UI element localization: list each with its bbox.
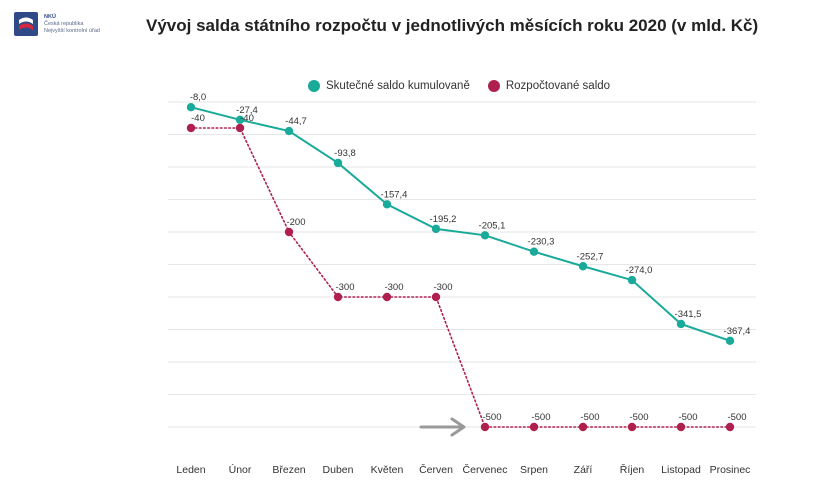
nku-logo: NKÚ Česká republika Nejvyšší kontrolní ú… xyxy=(14,12,100,36)
point-actual xyxy=(578,262,588,271)
point-actual xyxy=(382,200,392,209)
legend: Skutečné saldo kumulovaně Rozpočtované s… xyxy=(308,80,610,92)
data-label-budget: -40 xyxy=(191,113,205,124)
nku-logo-mark xyxy=(14,12,38,36)
point-budget xyxy=(676,422,686,432)
series-layer xyxy=(186,103,735,432)
point-actual xyxy=(480,231,490,240)
point-actual xyxy=(186,103,196,112)
data-label-budget: -300 xyxy=(384,282,403,293)
point-budget xyxy=(725,422,735,432)
data-label-actual: -230,3 xyxy=(528,237,555,248)
legend-item-actual: Skutečné saldo kumulovaně xyxy=(308,80,470,92)
x-tick-label: Červenec xyxy=(463,463,508,476)
data-label-actual: -93,8 xyxy=(334,148,356,159)
series-line-actual xyxy=(190,106,731,342)
point-budget xyxy=(186,123,196,133)
data-labels: -40 -40 -200 -300 -300 -300 -500 -500 -500 -500 -5… xyxy=(190,92,751,423)
grid-lines xyxy=(168,101,756,428)
data-label-actual: -195,2 xyxy=(430,214,457,225)
data-label-budget: -500 xyxy=(482,412,501,423)
point-actual xyxy=(333,158,343,168)
data-label-budget: -200 xyxy=(286,217,305,228)
x-tick-label: Listopad xyxy=(661,464,701,476)
x-tick-label: Leden xyxy=(176,464,205,476)
point-actual xyxy=(725,336,735,346)
x-tick-label: Září xyxy=(574,464,593,476)
data-label-budget: -500 xyxy=(727,412,746,423)
annotation-layer xyxy=(419,417,466,437)
point-actual xyxy=(529,247,539,256)
point-actual xyxy=(627,275,637,285)
data-label-budget: -500 xyxy=(629,412,648,423)
legend-dot-budget xyxy=(487,80,500,92)
point-budget xyxy=(431,292,441,302)
data-label-actual: -252,7 xyxy=(577,251,604,262)
nku-logo-text: NKÚ Česká republika Nejvyšší kontrolní ú… xyxy=(44,14,100,35)
nku-line2: Nejvyšší kontrolní úřad xyxy=(44,27,100,34)
point-budget xyxy=(382,292,392,302)
data-label-budget: -300 xyxy=(433,282,452,293)
data-label-budget: -500 xyxy=(580,412,599,423)
point-budget xyxy=(578,422,588,432)
data-label-actual: -8,0 xyxy=(190,92,206,103)
nku-letters: NKÚ xyxy=(44,13,56,20)
point-budget xyxy=(333,292,343,302)
point-actual xyxy=(235,115,245,125)
data-label-actual: -157,4 xyxy=(381,189,408,200)
legend-item-budget: Rozpočtované saldo xyxy=(487,80,611,92)
data-label-actual: -341,5 xyxy=(675,309,702,320)
data-label-budget: -500 xyxy=(678,412,697,423)
legend-label-budget: Rozpočtované saldo xyxy=(505,80,611,92)
data-label-actual: -44,7 xyxy=(285,116,307,127)
legend-label-actual: Skutečné saldo kumulovaně xyxy=(326,80,470,92)
point-budget xyxy=(235,123,245,133)
x-tick-label: Červen xyxy=(419,463,453,476)
chart-title: Vývoj salda státního rozpočtu v jednotli… xyxy=(146,16,759,35)
x-tick-label: Říjen xyxy=(620,463,645,476)
point-budget xyxy=(284,227,294,237)
x-tick-label: Květen xyxy=(371,464,404,476)
x-tick-label: Srpen xyxy=(520,464,548,476)
annotation-arrow-head xyxy=(450,417,466,437)
point-budget xyxy=(627,422,637,432)
data-label-budget: -40 xyxy=(240,113,254,124)
data-label-budget: -500 xyxy=(531,412,550,423)
data-label-actual: -367,4 xyxy=(724,326,751,337)
point-actual xyxy=(431,224,441,234)
x-tick-label: Březen xyxy=(272,464,305,476)
point-actual xyxy=(284,126,294,136)
point-budget xyxy=(480,422,490,432)
data-label-actual: -274,0 xyxy=(626,265,653,276)
x-tick-label: Duben xyxy=(323,464,354,476)
nku-line1: Česká republika xyxy=(44,20,84,27)
data-label-actual: -27,4 xyxy=(236,105,258,116)
data-label-actual: -205,1 xyxy=(479,220,506,231)
x-tick-label: Únor xyxy=(229,463,252,476)
legend-dot-actual xyxy=(308,80,320,92)
point-actual xyxy=(676,319,686,329)
x-axis-ticks: Leden Únor Březen Duben Květen Červen Červenec… xyxy=(176,463,750,476)
data-label-budget: -300 xyxy=(335,282,354,293)
point-budget xyxy=(529,422,539,432)
series-line-budget xyxy=(190,127,731,428)
x-tick-label: Prosinec xyxy=(710,464,751,476)
